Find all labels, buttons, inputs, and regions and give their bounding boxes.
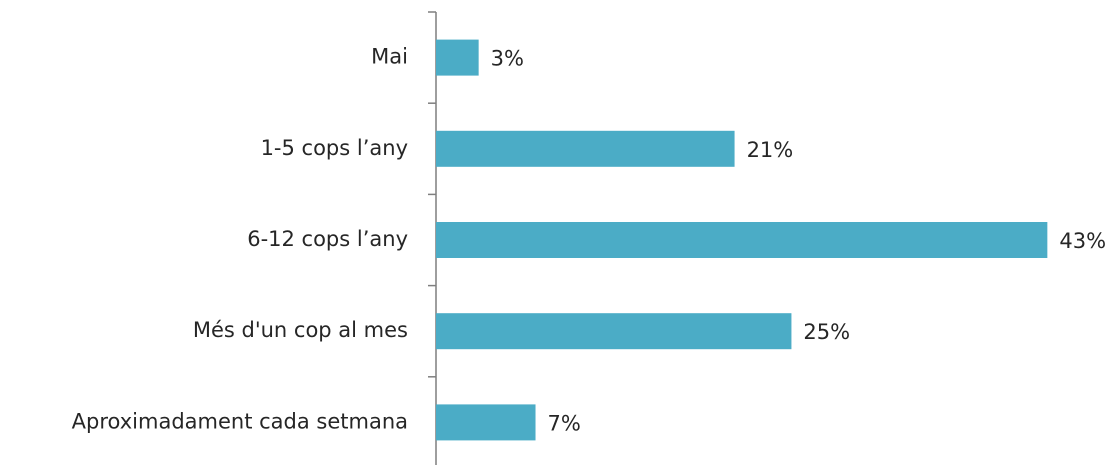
- bar: [436, 39, 479, 76]
- category-label: Més d'un cop al mes: [193, 318, 408, 342]
- value-label: 21%: [747, 138, 794, 162]
- bar: [436, 404, 536, 441]
- value-label: 7%: [548, 411, 581, 435]
- value-label: 25%: [803, 320, 850, 344]
- bar: [436, 130, 735, 167]
- category-label: Aproximadament cada setmana: [72, 409, 408, 433]
- category-label: 6-12 cops l’any: [247, 227, 408, 251]
- value-label: 3%: [491, 47, 524, 71]
- category-label: Mai: [371, 45, 408, 69]
- bar: [436, 222, 1048, 258]
- category-label: 1-5 cops l’any: [261, 136, 408, 160]
- bar: [436, 313, 792, 350]
- value-label: 43%: [1059, 229, 1106, 253]
